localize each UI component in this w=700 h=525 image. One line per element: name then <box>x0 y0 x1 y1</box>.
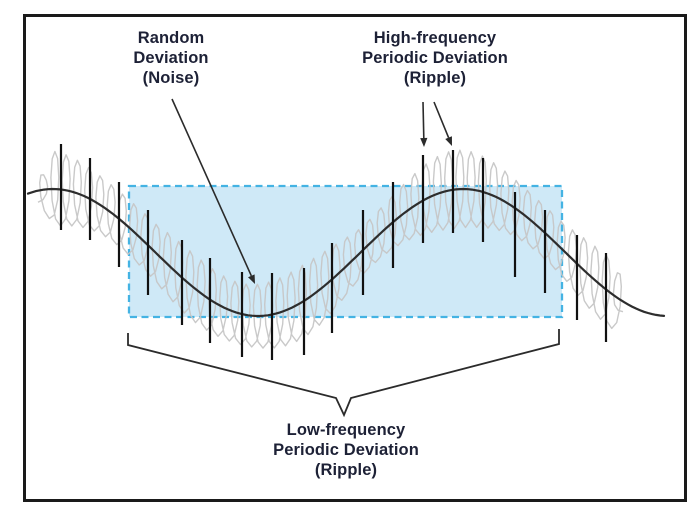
label-line: High-frequency <box>373 29 497 47</box>
label-line: (Noise) <box>142 69 200 87</box>
low-frequency-deviation-label: Low-frequency Periodic Deviation (Ripple… <box>273 420 419 480</box>
label-line: Deviation <box>133 49 209 67</box>
label-line: Periodic Deviation <box>273 441 419 459</box>
label-line: (Ripple) <box>314 461 378 479</box>
label-line: Periodic Deviation <box>362 49 508 67</box>
outer-frame <box>23 14 687 502</box>
annotation-arrowhead <box>445 136 452 146</box>
high-frequency-ripple-wave <box>37 149 624 349</box>
random-noise-ticks <box>59 144 608 360</box>
deviation-band-box <box>127 184 564 319</box>
annotation-arrow-line <box>422 101 425 139</box>
label-line: Low-frequency <box>286 421 406 439</box>
ripple-wave-path <box>37 149 624 349</box>
bracket-path <box>127 329 560 418</box>
label-line: (Ripple) <box>403 69 467 87</box>
annotation-arrowhead <box>248 274 255 284</box>
annotation-arrowhead <box>420 137 428 147</box>
annotation-arrow-line <box>433 101 450 138</box>
smooth-curve-path <box>26 187 666 318</box>
deviation-band-rect <box>127 184 564 319</box>
low-frequency-bracket <box>127 329 560 418</box>
random-deviation-label: Random Deviation (Noise) <box>133 28 208 88</box>
low-frequency-smooth-curve <box>26 187 666 318</box>
label-line: Random <box>137 29 205 47</box>
ripple-annotation-arrows <box>420 101 452 147</box>
annotation-arrow-line <box>171 98 253 277</box>
noise-annotation-arrow <box>171 98 255 284</box>
high-frequency-deviation-label: High-frequency Periodic Deviation (Rippl… <box>362 28 508 88</box>
